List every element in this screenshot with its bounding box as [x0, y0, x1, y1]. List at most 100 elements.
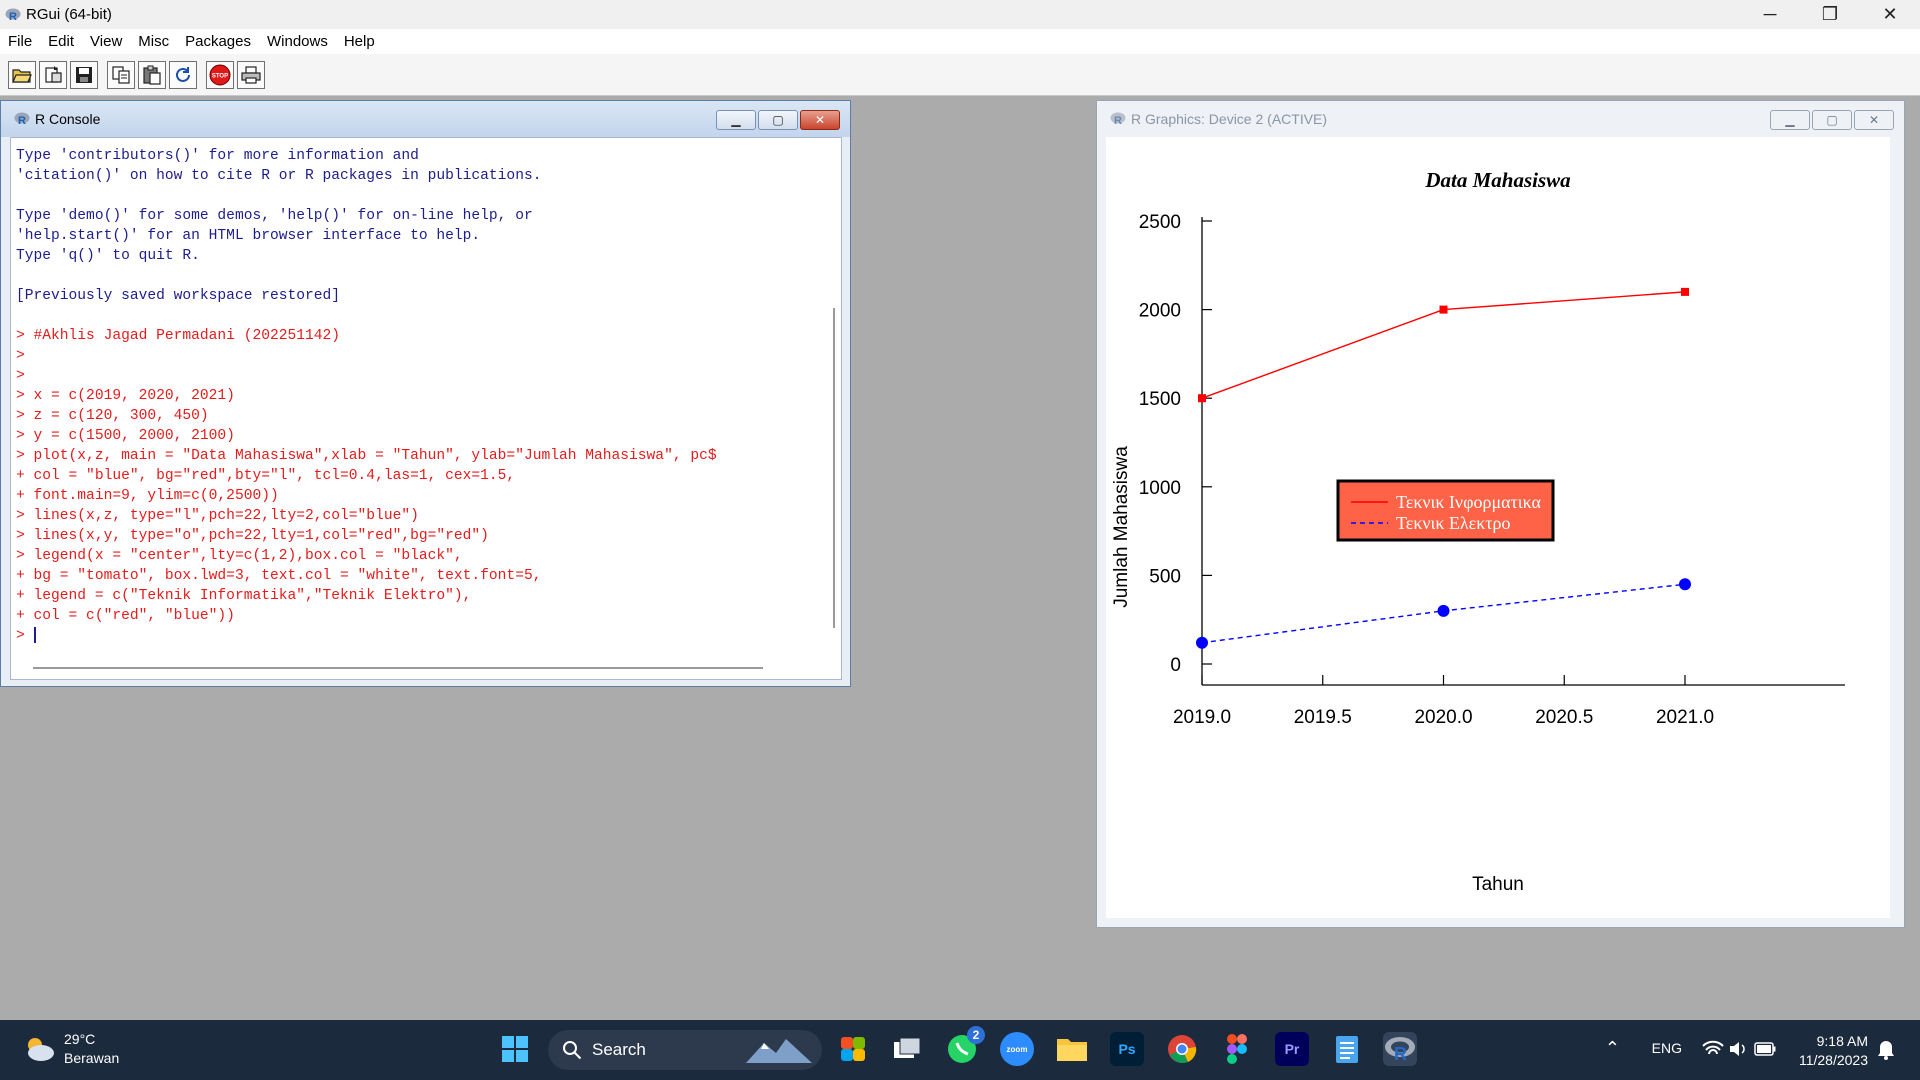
whatsapp-taskbar-icon[interactable]: 2 [945, 1026, 985, 1066]
weather-temperature: 29°C [64, 1031, 96, 1047]
photoshop-taskbar-icon[interactable]: Ps [1110, 1032, 1144, 1066]
start-button[interactable] [498, 1032, 532, 1066]
copilot-taskbar-icon[interactable] [836, 1032, 870, 1066]
app-title: RGui (64-bit) [26, 6, 112, 23]
console-line: [Previously saved workspace restored] [16, 288, 341, 304]
y-tick-label: 0 [1170, 655, 1181, 676]
menu-bar: File Edit View Misc Packages Windows Hel… [0, 29, 1920, 54]
chrome-taskbar-icon[interactable] [1165, 1032, 1199, 1066]
menu-packages[interactable]: Packages [185, 33, 251, 50]
r-graphics-titlebar[interactable]: R R Graphics: Device 2 (ACTIVE) ▁ ▢ ✕ [1097, 101, 1904, 137]
zoom-taskbar-icon[interactable]: zoom [1000, 1032, 1034, 1066]
premiere-taskbar-icon[interactable]: Pr [1275, 1032, 1309, 1066]
copy-icon [112, 65, 130, 84]
print-button[interactable] [237, 60, 265, 89]
graphics-minimize-button[interactable]: ▁ [1770, 110, 1810, 130]
language-indicator[interactable]: ENG [1651, 1040, 1682, 1056]
graphics-maximize-button[interactable]: ▢ [1812, 110, 1852, 130]
console-line [16, 266, 821, 286]
folder-icon [1057, 1039, 1087, 1061]
stop-button[interactable]: STOP [206, 60, 234, 89]
open-folder-icon [12, 68, 32, 83]
copy-button[interactable] [107, 60, 135, 89]
menu-edit[interactable]: Edit [48, 33, 75, 50]
x-tick-label: 2019.5 [1294, 707, 1352, 728]
r-graphics-window[interactable]: R R Graphics: Device 2 (ACTIVE) ▁ ▢ ✕ Da… [1096, 100, 1905, 928]
r-logo-icon: R [4, 6, 22, 24]
console-line: + bg = "tomato", box.lwd=3, text.col = "… [16, 568, 542, 584]
load-workspace-button[interactable] [39, 60, 67, 89]
console-close-button[interactable]: ✕ [800, 110, 840, 130]
console-line: > z = c(120, 300, 450) [16, 408, 209, 424]
y-tick-label: 1000 [1139, 478, 1181, 499]
console-line: > x = c(2019, 2020, 2021) [16, 388, 235, 404]
svg-text:R: R [18, 115, 26, 126]
rgui-taskbar-icon[interactable]: R [1383, 1032, 1417, 1066]
whatsapp-badge: 2 [967, 1026, 985, 1044]
console-line: > [16, 348, 25, 364]
chevron-up-icon[interactable]: ⌃ [1604, 1038, 1620, 1058]
y-tick-label: 1500 [1139, 389, 1181, 410]
search-label: Search [592, 1040, 646, 1059]
menu-windows[interactable]: Windows [266, 33, 328, 50]
svg-text:R: R [1114, 115, 1122, 126]
chart-title: Data Mahasiswa [1424, 168, 1570, 192]
console-line: > #Akhlis Jagad Permadani (202251142) [16, 328, 341, 344]
console-text[interactable]: Type 'contributors()' for more informati… [16, 146, 821, 656]
r-console-window[interactable]: R R Console ▁ ▢ ✕ Type 'contributors()' … [0, 100, 851, 687]
console-horizontal-scrollbar[interactable] [33, 667, 763, 669]
console-minimize-button[interactable]: ▁ [716, 110, 756, 130]
notepad-taskbar-icon[interactable] [1330, 1032, 1364, 1066]
file-explorer-taskbar-icon[interactable] [1055, 1032, 1089, 1066]
load-workspace-icon [45, 65, 62, 83]
restore-button[interactable]: ❐ [1821, 4, 1839, 24]
figma-taskbar-icon[interactable] [1220, 1032, 1254, 1066]
notification-bell-icon[interactable] [1876, 1039, 1896, 1061]
console-line: Type 'demo()' for some demos, 'help()' f… [16, 208, 533, 224]
x-tick-label: 2020.5 [1535, 707, 1593, 728]
menu-help[interactable]: Help [343, 33, 375, 50]
minimize-button[interactable]: ─ [1763, 4, 1777, 24]
console-maximize-button[interactable]: ▢ [758, 110, 798, 130]
console-line: > [16, 368, 25, 384]
wifi-icon[interactable] [1702, 1040, 1724, 1058]
console-output-area[interactable]: Type 'contributors()' for more informati… [10, 137, 842, 680]
cloud-sun-icon [28, 1038, 54, 1061]
legend-label: Τεκνικ Ινφορματικα [1396, 492, 1542, 512]
r-console-titlebar[interactable]: R R Console ▁ ▢ ✕ [1, 101, 850, 137]
console-line: > y = c(1500, 2000, 2100) [16, 428, 235, 444]
menu-file[interactable]: File [8, 33, 33, 50]
zoom-label: zoom [1006, 1044, 1028, 1054]
open-script-button[interactable] [8, 60, 36, 89]
close-button[interactable]: ✕ [1882, 4, 1898, 24]
data-point [1439, 305, 1448, 314]
print-icon [241, 65, 261, 84]
menu-misc[interactable]: Misc [138, 33, 170, 50]
console-line: + col = c("red", "blue")) [16, 608, 235, 624]
app-titlebar: R RGui (64-bit) ─ ❐ ✕ [0, 0, 1920, 29]
stop-icon: STOP [209, 64, 231, 85]
taskbar-search[interactable]: Search [548, 1030, 822, 1070]
x-axis-label: Tahun [1472, 874, 1524, 895]
copy-paste-button[interactable] [169, 60, 197, 89]
save-button[interactable] [70, 60, 98, 89]
weather-widget[interactable]: 29°C Berawan [22, 1030, 119, 1068]
volume-icon[interactable] [1728, 1040, 1748, 1058]
data-point [1198, 394, 1206, 403]
graphics-close-button[interactable]: ✕ [1854, 110, 1894, 130]
console-line: > plot(x,z, main = "Data Mahasiswa",xlab… [16, 448, 717, 464]
task-view-taskbar-icon[interactable] [890, 1032, 924, 1066]
console-line: > legend(x = "center",lty=c(1,2),box.col… [16, 548, 463, 564]
paste-button[interactable] [138, 60, 166, 89]
console-line: > lines(x,y, type="o",pch=22,lty=1,col="… [16, 528, 489, 544]
taskbar-clock[interactable]: 9:18 AM 11/28/2023 [1799, 1032, 1868, 1070]
x-tick-label: 2021.0 [1656, 707, 1714, 728]
r-logo-icon: R [1385, 1037, 1415, 1062]
console-vertical-scrollbar[interactable] [833, 308, 835, 628]
x-tick-label: 2020.0 [1414, 707, 1472, 728]
search-icon [563, 1041, 582, 1060]
battery-icon[interactable] [1754, 1042, 1776, 1056]
menu-view[interactable]: View [90, 33, 123, 50]
y-tick-label: 2000 [1139, 301, 1181, 322]
console-line: > [16, 627, 36, 644]
